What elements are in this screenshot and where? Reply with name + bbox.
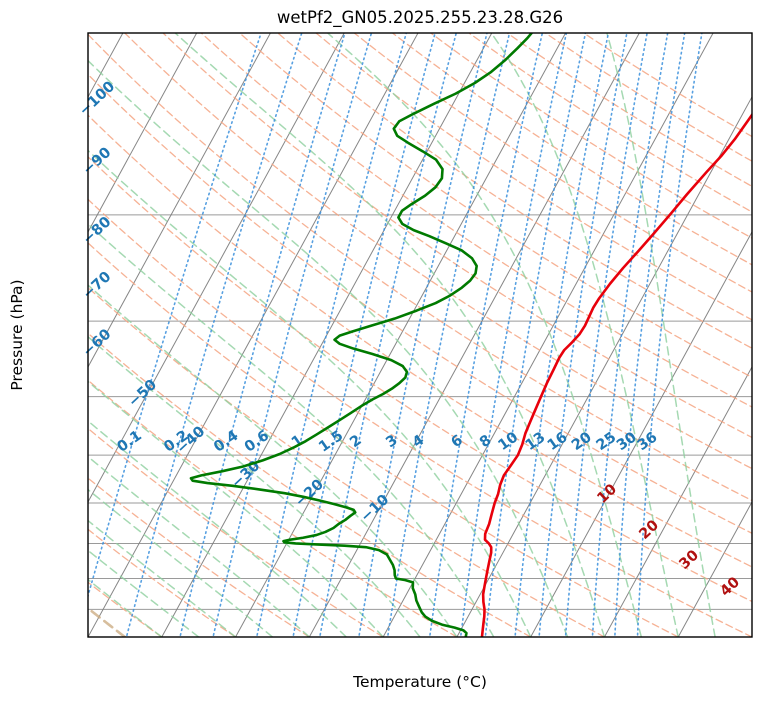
moist-adiabat-20 [88,149,532,637]
dry-adiabat-50 [88,198,752,637]
y-axis-title: Pressure (hPa) [8,279,26,390]
isotherm--10 [308,33,640,637]
dry-adiabat-130 [238,33,752,379]
mixing-ratio-0.1 [88,33,262,599]
mixing-ratio-16 [538,33,628,637]
dry-adiabat--10 [88,477,310,637]
moist-adiabat-10 [88,284,458,637]
dry-adiabat-20 [88,332,532,637]
figure-title: wetPf2_GN05.2025.255.23.28.G26 [277,8,563,28]
moist-adiabat-35 [326,33,643,637]
isotherm-0 [382,33,714,637]
dry-adiabat-160 [353,33,752,293]
dry-adiabat--20 [88,528,237,637]
isotherm-20 [530,230,752,637]
isotherm--70 [88,33,198,233]
x-axis-title: Temperature (°C) [352,673,487,691]
dry-adiabat-80 [88,73,752,535]
moist-adiabat-25 [88,59,569,637]
mixing-ratio-4 [386,33,511,637]
mixing-ratio-0.2 [125,33,303,637]
mixing-ratio-6 [428,33,544,637]
plot-frame [87,32,753,638]
dry-adiabat-170 [391,33,752,266]
trace-dewpoint [189,33,533,637]
moist-adiabat-5 [88,335,421,637]
moist-adiabat-15 [88,223,495,637]
dry-adiabat-220 [583,33,752,138]
dry-adiabat-150 [315,33,752,321]
background-gridlines [88,33,752,637]
trace-temperature [480,112,752,637]
mixing-ratio-10 [484,33,587,637]
moist-adiabat-30 [174,33,606,637]
isotherm-40 [677,500,752,637]
dry-adiabat-10 [88,379,458,637]
mixing-ratio-13 [514,33,610,637]
dry-adiabat-90 [88,33,752,502]
mixing-ratio-1 [255,33,408,637]
isotherm--60 [88,33,271,368]
dry-adiabat-200 [506,33,752,188]
moist-adiabat-0 [88,380,384,637]
dry-adiabat-140 [277,33,752,349]
mixing-ratio-1.5 [292,33,436,637]
moist-adiabat--15 [88,488,274,637]
mixing-ratio-20 [564,33,648,637]
moist-adiabat-45 [606,33,716,637]
moist-adiabat--25 [88,549,200,637]
mixing-ratio-25 [591,33,669,637]
isotherm--30 [161,33,493,637]
mixing-ratio-30 [614,33,686,637]
moist-adiabat--20 [88,519,237,637]
dry-adiabat-180 [430,33,752,239]
mixing-ratio-8 [459,33,568,637]
moist-adiabat--10 [88,455,311,637]
isotherm--20 [235,33,567,637]
dry-adiabat-40 [88,242,679,637]
isotherm-30 [603,365,752,637]
dry-adiabat-70 [88,114,752,568]
moist-adiabat-40 [490,33,679,637]
dry-adiabat-110 [162,33,752,439]
moist-adiabat--30 [88,578,163,637]
isotherm--50 [88,33,345,504]
mixing-ratio-2 [318,33,458,637]
mixing-ratio-0.4 [179,33,346,637]
dry-adiabat-100 [124,33,752,470]
mixing-ratio-3 [358,33,488,637]
sounding-traces [189,33,752,637]
